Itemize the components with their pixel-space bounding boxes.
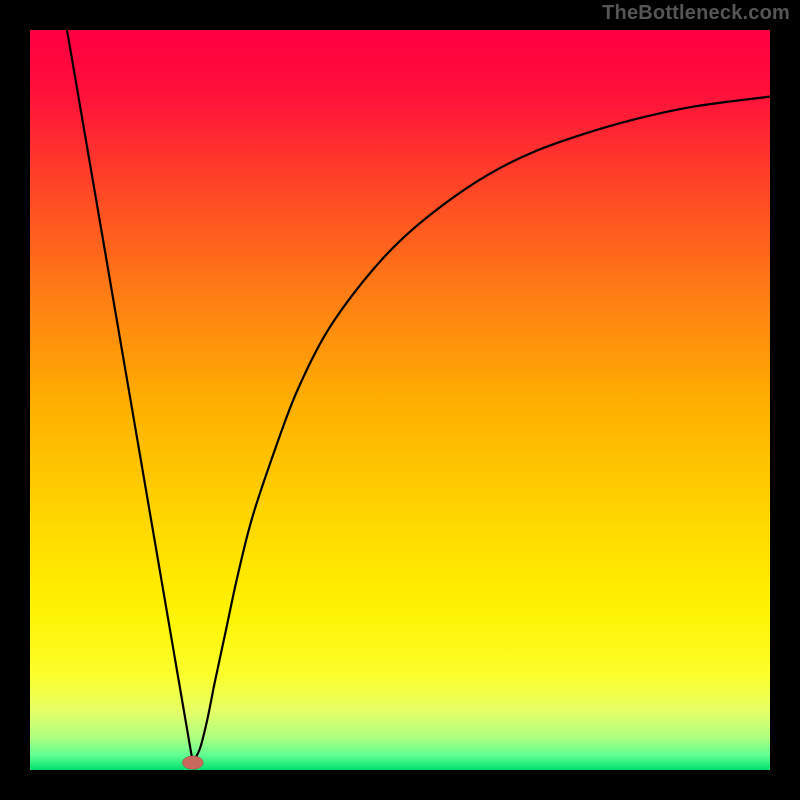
plot-background bbox=[30, 30, 770, 770]
watermark-text: TheBottleneck.com bbox=[602, 2, 790, 25]
optimal-point-marker bbox=[182, 756, 203, 769]
bottleneck-chart-svg bbox=[0, 0, 800, 800]
chart-container: TheBottleneck.com bbox=[0, 0, 800, 800]
